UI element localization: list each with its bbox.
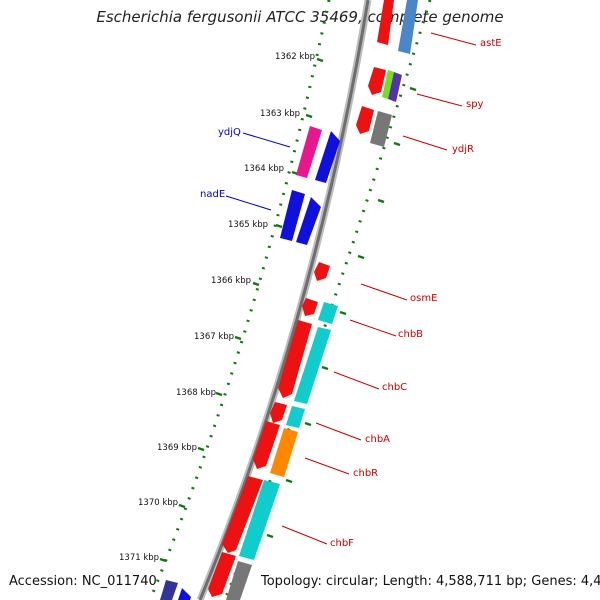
gene-grey-bottom [226, 561, 252, 600]
gene-label-ydjQ: ydjQ [218, 127, 241, 138]
gene-label-osmE: osmE [410, 293, 437, 304]
gene-astE-blue [398, 0, 418, 54]
gene-ydjQ-a [296, 126, 322, 178]
gene-label-chbA: chbA [365, 434, 390, 445]
map-title: Escherichia fergusonii ATCC 35469, compl… [96, 8, 504, 26]
gene-purple [160, 580, 178, 600]
gene-red-d [253, 421, 280, 469]
gene-label-chbB: chbB [398, 329, 423, 340]
scale-label-1362: 1362 kbp [275, 52, 315, 62]
gene-label-chbC: chbC [382, 382, 407, 393]
gene-spy-purple [388, 72, 402, 102]
gene-red-e [222, 476, 263, 553]
gene-label-chbF: chbF [330, 538, 354, 549]
scale-label-1369: 1369 kbp [157, 443, 197, 453]
gene-chbB [318, 302, 338, 324]
gene-label-chbR: chbR [353, 468, 378, 479]
scale-label-1363: 1363 kbp [260, 109, 300, 119]
scale-label-1365: 1365 kbp [228, 220, 268, 230]
gene-label-astE: astE [480, 38, 502, 49]
gene-label-spy: spy [466, 99, 484, 110]
gene-chbR [270, 428, 298, 477]
scale-label-1371: 1371 kbp [119, 553, 159, 563]
scale-label-1368: 1368 kbp [176, 388, 216, 398]
gene-spy-green [382, 70, 394, 99]
gene-ydjR-grey [370, 111, 392, 147]
scale-label-1364: 1364 kbp [244, 164, 284, 174]
gene-chbF [239, 480, 280, 560]
inner-ticks [266, 86, 417, 539]
scale-label-1370: 1370 kbp [138, 498, 178, 508]
gene-chbC [294, 327, 331, 404]
reverse-leader-lines [225, 132, 291, 211]
accession-label: Accession: NC_011740 [9, 574, 157, 589]
gene-ydjQ-b [315, 131, 340, 183]
gene-spy-red [368, 67, 386, 95]
gene-nadE-a [280, 190, 305, 241]
gene-red-b [278, 320, 312, 398]
forward-leader-lines [281, 32, 477, 545]
gene-nadE-b [296, 197, 321, 245]
gene-red-small [314, 262, 330, 281]
gene-label-ydjR: ydjR [452, 144, 474, 155]
gene-chbA [286, 406, 305, 428]
scale-label-1367: 1367 kbp [194, 332, 234, 342]
topology-label: Topology: circular; Length: 4,588,711 bp… [261, 574, 600, 589]
gene-red-c [270, 402, 287, 423]
scale-label-1366: 1366 kbp [211, 276, 251, 286]
gene-astE-red [377, 0, 394, 45]
backbone [198, 0, 370, 600]
gene-red-a [302, 298, 318, 316]
gene-label-nadE: nadE [200, 189, 225, 200]
backbone-shadow [196, 0, 372, 600]
gene-blue-bottom [178, 588, 191, 600]
gene-ydjR-red [356, 106, 374, 134]
gene-red-f [208, 552, 236, 597]
